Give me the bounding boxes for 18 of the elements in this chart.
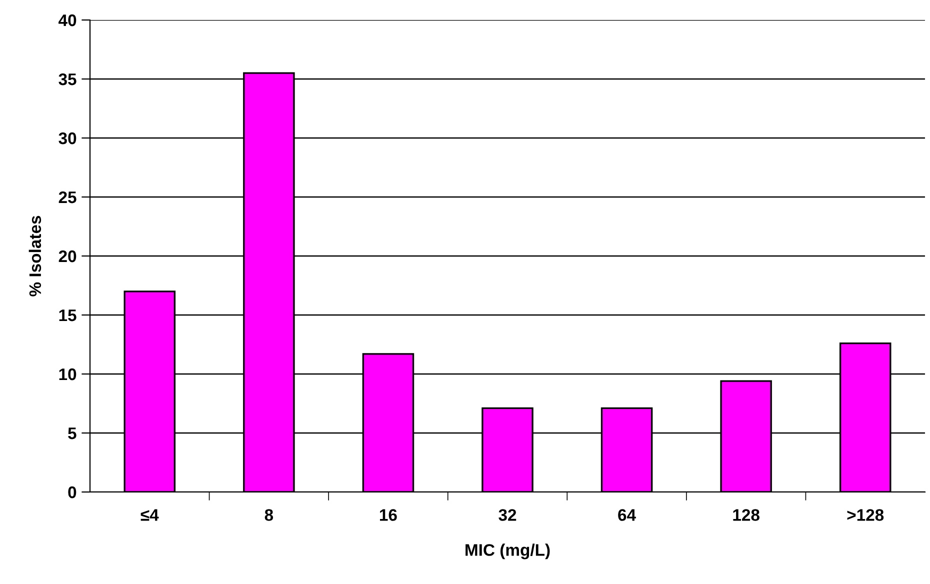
x-tick-label: 8 <box>264 509 274 521</box>
y-tick-label: 20 <box>58 250 76 262</box>
x-tick-label: >128 <box>847 509 884 521</box>
y-tick-label: 10 <box>59 368 76 380</box>
x-tick-label: 32 <box>498 509 516 521</box>
y-tick-label: 25 <box>58 191 76 204</box>
y-tick-label: 5 <box>68 428 76 440</box>
y-tick-label: 30 <box>58 132 76 144</box>
y-tick-label: 15 <box>59 310 76 322</box>
y-axis-title: % Isolates <box>28 216 42 296</box>
y-tick-label: 40 <box>58 14 76 26</box>
x-tick-label: 128 <box>733 509 760 521</box>
x-axis-title: MIC (mg/L) <box>466 544 550 560</box>
x-tick-label: 16 <box>380 509 397 521</box>
y-tick-label: 0 <box>68 486 76 498</box>
y-tick-label: 35 <box>58 73 76 86</box>
x-tick-label: ≤4 <box>140 509 159 521</box>
x-tick-label: 64 <box>618 509 636 521</box>
